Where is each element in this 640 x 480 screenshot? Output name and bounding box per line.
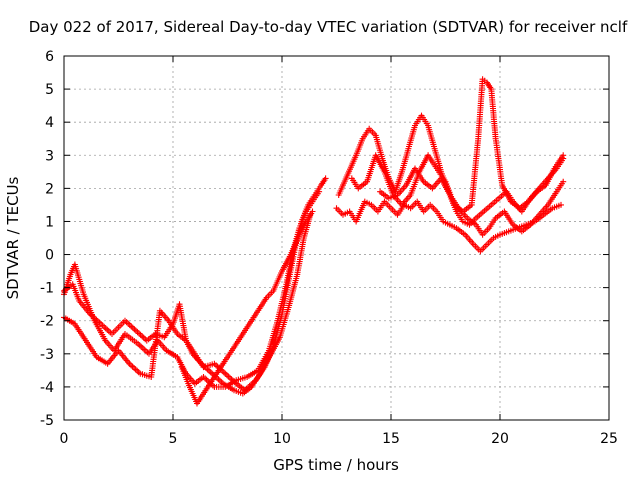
series-track-8 bbox=[377, 155, 567, 228]
y-tick-label: 6 bbox=[45, 49, 54, 65]
x-tick-label: 10 bbox=[273, 431, 291, 447]
chart-title: Day 022 of 2017, Sidereal Day-to-day VTE… bbox=[29, 18, 628, 36]
y-tick-label: 5 bbox=[45, 82, 54, 98]
series-markers bbox=[377, 155, 567, 228]
y-tick-label: 3 bbox=[45, 148, 54, 164]
y-tick-label: 1 bbox=[45, 214, 54, 230]
y-tick-label: -1 bbox=[40, 281, 54, 297]
series-markers bbox=[178, 208, 316, 407]
data-series bbox=[61, 76, 567, 407]
y-tick-label: -2 bbox=[40, 314, 54, 330]
y-tick-label: -4 bbox=[40, 380, 54, 396]
x-tick-label: 0 bbox=[60, 431, 69, 447]
series-track-3 bbox=[61, 211, 314, 397]
series-track-4 bbox=[178, 208, 316, 407]
y-tick-label: -3 bbox=[40, 347, 54, 363]
series-markers bbox=[61, 211, 314, 397]
plot-frame bbox=[63, 55, 610, 421]
x-tick-label: 20 bbox=[491, 431, 509, 447]
y-tick-label: 0 bbox=[45, 248, 54, 264]
grid-lines bbox=[64, 56, 609, 420]
y-tick-label: 2 bbox=[45, 181, 54, 197]
y-axis-label: SDTVAR / TECUs bbox=[4, 176, 22, 299]
x-tick-label: 25 bbox=[600, 431, 618, 447]
x-tick-label: 5 bbox=[169, 431, 178, 447]
x-axis-label: GPS time / hours bbox=[273, 456, 399, 474]
y-tick-label: -5 bbox=[40, 413, 54, 429]
x-tick-label: 15 bbox=[382, 431, 400, 447]
tick-labels: 0 5 10 15 20 25 -5 -4 -3 -2 -1 0 1 2 3 4 5 6 bbox=[40, 49, 618, 447]
y-tick-label: 4 bbox=[45, 115, 54, 131]
